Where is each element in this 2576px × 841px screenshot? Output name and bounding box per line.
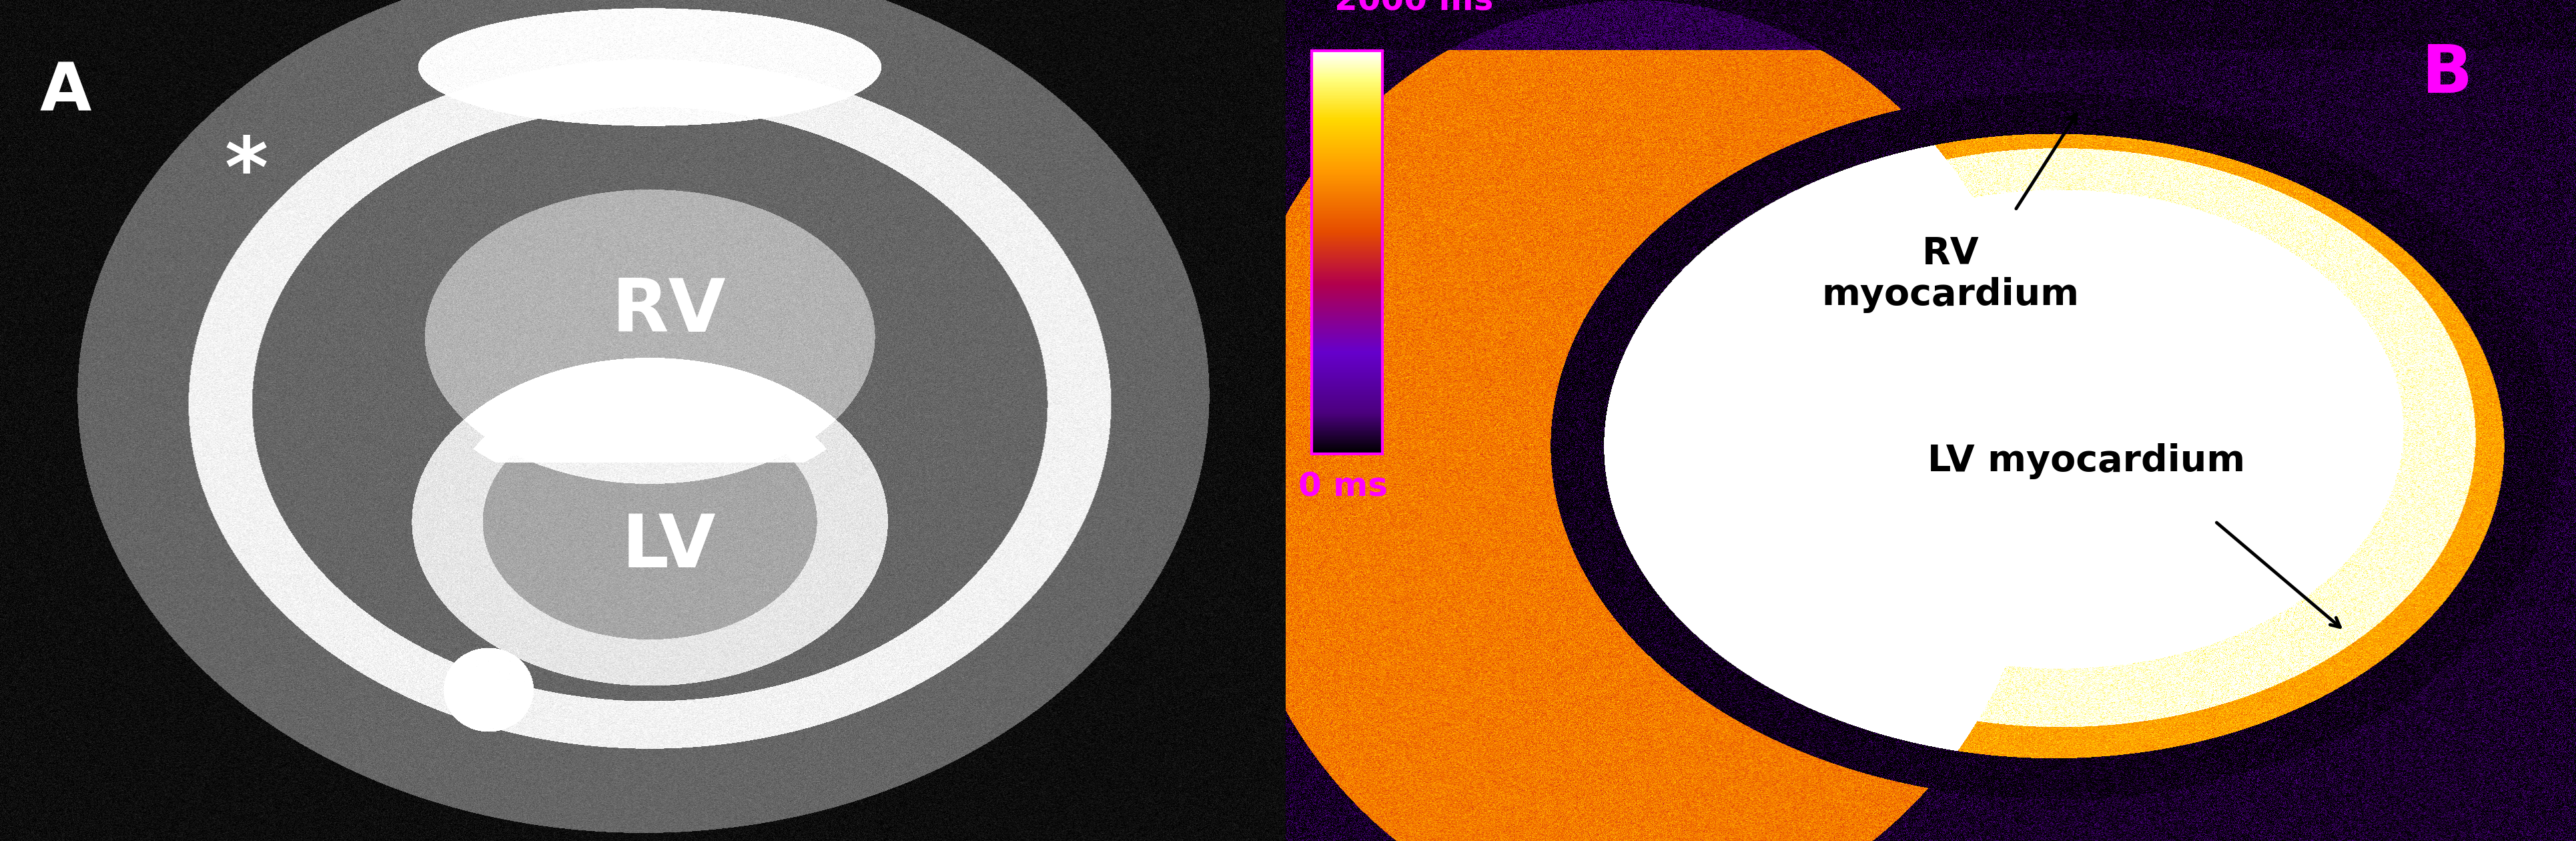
Text: *: * [224,133,268,214]
Text: LV myocardium: LV myocardium [1927,443,2244,479]
Text: 0 ms: 0 ms [1298,471,1388,503]
Text: B: B [2421,42,2473,107]
Text: LV: LV [621,511,716,582]
Text: A: A [41,60,93,124]
Text: RV: RV [611,276,726,346]
Text: 2000 ms: 2000 ms [1334,0,1494,17]
Text: RV
myocardium: RV myocardium [1821,235,2079,313]
